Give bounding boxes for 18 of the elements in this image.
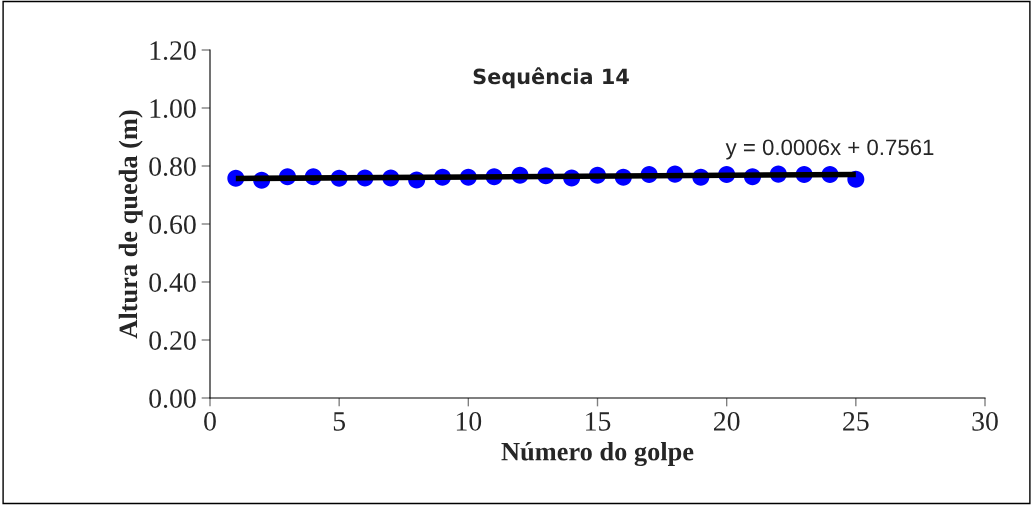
- x-tick-label: 15: [586, 412, 611, 431]
- y-tick-label: 1.00: [150, 99, 196, 119]
- y-tick-label: 0.80: [149, 157, 196, 177]
- y-tick-label: 0.00: [149, 389, 196, 409]
- x-tick-label: 25: [843, 412, 869, 431]
- y-tick-label: 1.20: [150, 41, 196, 61]
- text: Sequência 14: [473, 67, 629, 89]
- y-tick-label: 0.60: [149, 215, 196, 235]
- x-tick-label: 30: [972, 412, 998, 431]
- y-tick-label: 0.40: [149, 273, 196, 293]
- x-axis-title: Número do golpe: [501, 441, 694, 467]
- x-tick-label: 20: [714, 412, 740, 431]
- y-axis-title: Altura de queda (m): [118, 110, 143, 339]
- x-tick-label: 10: [456, 412, 482, 431]
- annotation: y = 0.0006x + 0.7561: [725, 139, 934, 160]
- x-tick-label: 0: [204, 412, 216, 431]
- y-tick-label: 0.20: [149, 331, 196, 351]
- x-tick-label: 5: [333, 412, 346, 431]
